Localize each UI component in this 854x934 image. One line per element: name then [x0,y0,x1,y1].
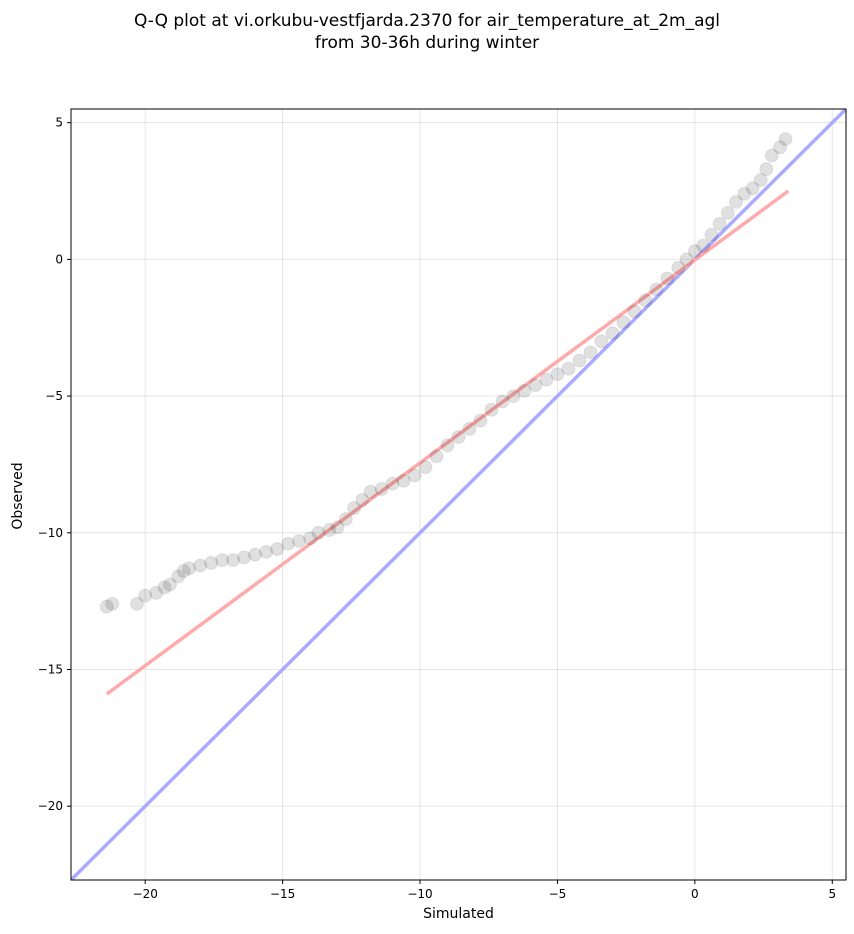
quantile-point-9 [182,561,197,576]
x-tick-label-2: −10 [407,887,432,901]
y-axis-ticks: −20 −15 −10 −5 0 5 [38,116,71,813]
quantile-point-34 [440,438,455,453]
x-tick-label-1: −15 [270,887,295,901]
quantile-point-37 [473,413,488,428]
quantile-point-44 [550,367,565,382]
quantile-point-20 [303,531,318,546]
x-tick-label-5: 5 [828,887,836,901]
quantile-point-27 [363,484,378,499]
quantile-point-68 [773,140,788,155]
quantile-point-49 [605,326,620,341]
quantile-point-60 [712,216,727,231]
quantile-point-46 [572,353,587,368]
fit-line [105,189,790,696]
quantile-point-14 [237,550,252,565]
y-tick-label-3: −5 [45,389,63,403]
quantile-point-3 [138,588,153,603]
quantile-point-69 [778,132,793,147]
quantile-point-48 [594,334,609,349]
quantile-point-51 [627,304,642,319]
quantile-point-66 [759,162,774,177]
quantile-point-62 [729,194,744,209]
quantile-point-11 [204,555,219,570]
quantile-point-5 [157,580,172,595]
x-tick-label-0: −20 [133,887,158,901]
quantile-point-6 [162,577,177,592]
quantile-point-25 [347,501,362,516]
quantile-point-53 [649,282,664,297]
quantile-point-8 [176,564,191,579]
x-axis-label: Simulated [423,906,494,922]
y-tick-label-2: −10 [38,526,63,540]
quantile-point-13 [226,553,241,568]
quantile-point-39 [495,394,510,409]
quantile-point-43 [539,372,554,387]
x-tick-label-4: 0 [691,887,699,901]
y-tick-label-1: −15 [38,662,63,676]
quantile-point-65 [753,173,768,188]
chart-subtitle: from 30-36h during winter [314,33,540,53]
quantile-point-10 [193,558,208,573]
quantile-point-15 [248,547,263,562]
identity-line [71,109,846,880]
quantile-point-23 [330,520,345,535]
quantile-point-40 [506,389,521,404]
x-axis-ticks: −20 −15 −10 −5 0 5 [133,880,836,901]
quantile-point-61 [720,205,735,220]
quantile-point-17 [270,542,285,557]
grid [71,109,846,880]
plot-frame [70,108,847,881]
quantile-point-59 [704,227,719,242]
y-tick-label-5: 5 [55,116,63,130]
quantile-point-33 [429,449,444,464]
chart-title: Q-Q plot at vi.orkubu-vestfjarda.2370 fo… [133,11,721,31]
quantile-point-56 [679,252,694,267]
reference-lines [71,109,846,880]
quantile-point-0 [99,599,114,614]
quantile-point-55 [671,260,686,275]
quantile-point-64 [745,181,760,196]
quantile-points [99,132,793,614]
quantile-point-21 [311,525,326,540]
quantile-point-19 [292,533,307,548]
y-tick-label-4: 0 [55,252,63,266]
quantile-point-52 [638,293,653,308]
quantile-point-35 [451,430,466,445]
quantile-point-7 [171,569,186,584]
quantile-point-38 [484,402,499,417]
quantile-point-31 [407,468,422,483]
quantile-point-58 [696,238,711,253]
quantile-point-16 [259,544,274,559]
quantile-point-32 [418,460,433,475]
quantile-point-41 [517,383,532,398]
quantile-point-22 [322,523,337,538]
y-axis-label: Observed [10,462,26,530]
quantile-point-54 [660,271,675,286]
quantile-point-63 [737,186,752,201]
quantile-point-36 [462,421,477,436]
y-tick-label-0: −20 [38,799,63,813]
quantile-point-50 [616,315,631,330]
quantile-point-29 [385,476,400,491]
x-tick-label-3: −5 [549,887,567,901]
quantile-point-42 [528,378,543,393]
quantile-point-12 [215,553,230,568]
quantile-point-4 [149,585,164,600]
quantile-point-2 [129,596,144,611]
quantile-point-67 [764,148,779,163]
quantile-point-45 [561,361,576,376]
quantile-point-30 [396,473,411,488]
quantile-point-57 [687,244,702,259]
quantile-point-1 [105,596,120,611]
quantile-point-26 [355,492,370,507]
quantile-point-24 [338,512,353,527]
quantile-point-47 [583,345,598,360]
quantile-point-18 [281,536,296,551]
quantile-point-28 [374,482,389,497]
